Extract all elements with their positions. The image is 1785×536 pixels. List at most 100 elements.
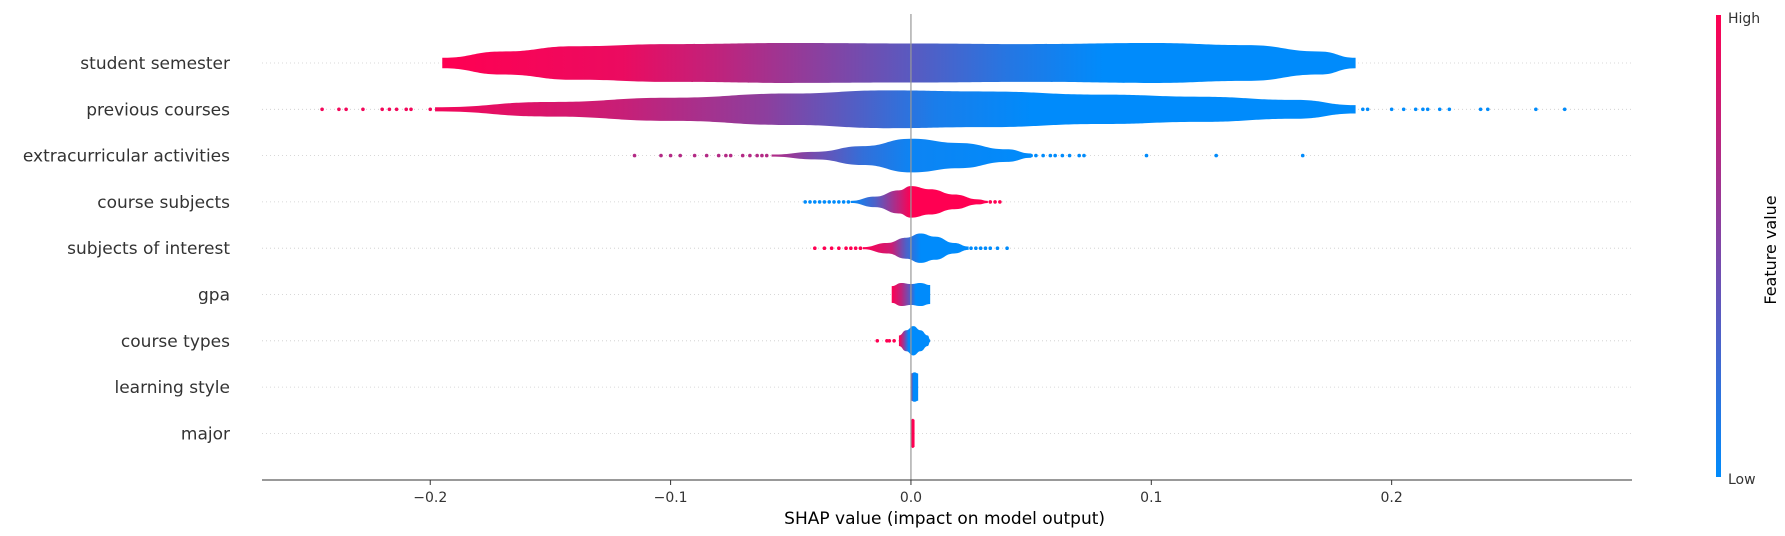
outlier-point — [1361, 107, 1365, 112]
outlier-point — [846, 200, 851, 204]
colorbar: High Low Feature value — [1716, 11, 1780, 488]
outlier-point — [704, 153, 709, 158]
outlier-point — [728, 153, 733, 158]
outlier-point — [344, 107, 348, 112]
outlier-point — [1485, 107, 1490, 112]
outlier-point — [1534, 107, 1538, 112]
outlier-point — [995, 246, 1000, 250]
violin-shape — [910, 418, 915, 449]
outlier-point — [969, 246, 973, 250]
outlier-point — [1077, 153, 1081, 158]
feature-label: learning style — [114, 378, 230, 398]
feature-row-previous-courses: previous courses — [86, 90, 1632, 129]
violin-shape — [898, 326, 931, 356]
outlier-point — [1005, 246, 1009, 250]
x-tick-label: 0.0 — [900, 490, 922, 506]
violin-shape — [771, 138, 1032, 173]
feature-row-student-semester: student semester — [80, 43, 1632, 83]
outlier-point — [822, 200, 827, 204]
outlier-point — [1447, 107, 1452, 112]
outlier-point — [755, 153, 759, 158]
x-tick-label: −0.2 — [413, 490, 447, 506]
outlier-point — [892, 339, 896, 343]
feature-row-course-types: course types — [121, 326, 1632, 356]
feature-row-learning-style: learning style — [114, 372, 1632, 402]
outlier-point — [837, 200, 841, 204]
outlier-point — [849, 246, 853, 250]
outlier-point — [832, 200, 836, 204]
feature-label: major — [181, 424, 230, 444]
feature-label: subjects of interest — [67, 239, 230, 259]
feature-label: course types — [121, 332, 230, 352]
outlier-point — [837, 246, 841, 250]
feature-label: extracurricular activities — [23, 147, 230, 167]
feature-row-major: major — [181, 418, 1632, 449]
outlier-point — [320, 107, 324, 112]
feature-row-course-subjects: course subjects — [97, 186, 1632, 218]
outlier-point — [813, 246, 817, 250]
outlier-point — [803, 200, 807, 204]
outlier-point — [748, 153, 752, 158]
violin-shape — [442, 43, 1356, 83]
outlier-point — [887, 339, 892, 343]
outlier-point — [361, 107, 365, 112]
x-axis-title: SHAP value (impact on model output) — [784, 509, 1105, 529]
outlier-point — [1082, 153, 1086, 158]
violin-shape — [850, 186, 988, 218]
outlier-point — [659, 153, 663, 158]
outlier-point — [1053, 153, 1057, 158]
outlier-point — [764, 153, 769, 158]
violin-shape — [435, 90, 1356, 129]
outlier-point — [716, 153, 721, 158]
outlier-point — [844, 246, 848, 250]
outlier-point — [428, 107, 433, 112]
outlier-point — [829, 246, 834, 250]
feature-row-gpa: gpa — [198, 282, 1632, 307]
outlier-point — [822, 246, 827, 250]
outlier-point — [841, 200, 846, 204]
outlier-point — [760, 153, 764, 158]
feature-rows: student semester previous courses extracur… — [23, 43, 1632, 449]
colorbar-title: Feature value — [1761, 195, 1780, 304]
colorbar-gradient — [1716, 15, 1721, 477]
feature-label: student semester — [80, 54, 230, 74]
outlier-point — [988, 246, 993, 250]
violin-shape — [862, 233, 969, 263]
outlier-point — [1425, 107, 1430, 112]
outlier-point — [387, 107, 392, 112]
outlier-point — [1421, 107, 1425, 112]
outlier-point — [678, 153, 683, 158]
outlier-point — [1034, 153, 1038, 158]
outlier-point — [1401, 107, 1406, 112]
outlier-point — [817, 200, 822, 204]
outlier-point — [998, 200, 1002, 204]
x-tick-label: 0.2 — [1381, 490, 1403, 506]
outlier-point — [974, 246, 978, 250]
colorbar-low-label: Low — [1728, 472, 1756, 488]
outlier-point — [394, 107, 399, 112]
outlier-point — [1365, 107, 1370, 112]
outlier-point — [853, 246, 858, 250]
feature-label: course subjects — [97, 193, 230, 213]
outlier-point — [983, 246, 988, 250]
outlier-point — [978, 246, 983, 250]
outlier-point — [380, 107, 384, 112]
outlier-point — [740, 153, 745, 158]
colorbar-high-label: High — [1728, 11, 1760, 27]
outlier-point — [409, 107, 413, 112]
outlier-point — [724, 153, 728, 158]
outlier-point — [404, 107, 409, 112]
violin-shape — [910, 372, 919, 402]
outlier-point — [1389, 107, 1394, 112]
outlier-point — [808, 200, 812, 204]
outlier-point — [1478, 107, 1483, 112]
outlier-point — [1048, 153, 1053, 158]
outlier-point — [1413, 107, 1418, 112]
outlier-point — [632, 153, 637, 158]
x-tick-label: −0.1 — [654, 490, 688, 506]
outlier-point — [1562, 107, 1567, 112]
outlier-point — [1060, 153, 1065, 158]
outlier-point — [1214, 153, 1218, 158]
outlier-point — [1029, 153, 1033, 158]
